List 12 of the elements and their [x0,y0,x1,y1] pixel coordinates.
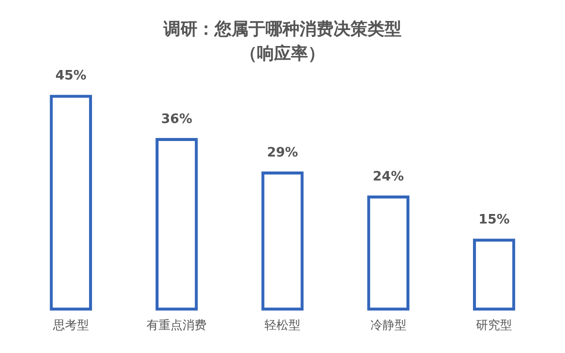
data-label: 29% [266,145,298,160]
data-label: 24% [372,169,404,184]
chart-subtitle: （响应率） [240,44,325,64]
x-tick-label: 思考型 [52,318,89,332]
data-label: 45% [55,68,86,84]
x-tick-label: 有重点消费 [146,318,207,332]
x-tick-label: 研究型 [476,318,512,332]
data-label: 36% [161,112,192,127]
data-label: 15% [478,212,510,228]
x-tick-label: 冷静型 [370,318,406,332]
chart-title: 调研：您属于哪种消费决策类型 [162,20,402,40]
x-tick-label: 轻松型 [264,318,300,332]
